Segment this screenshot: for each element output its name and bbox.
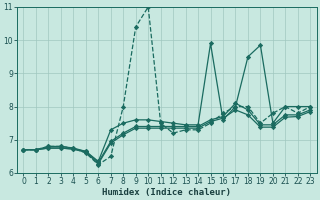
X-axis label: Humidex (Indice chaleur): Humidex (Indice chaleur) xyxy=(102,188,231,197)
